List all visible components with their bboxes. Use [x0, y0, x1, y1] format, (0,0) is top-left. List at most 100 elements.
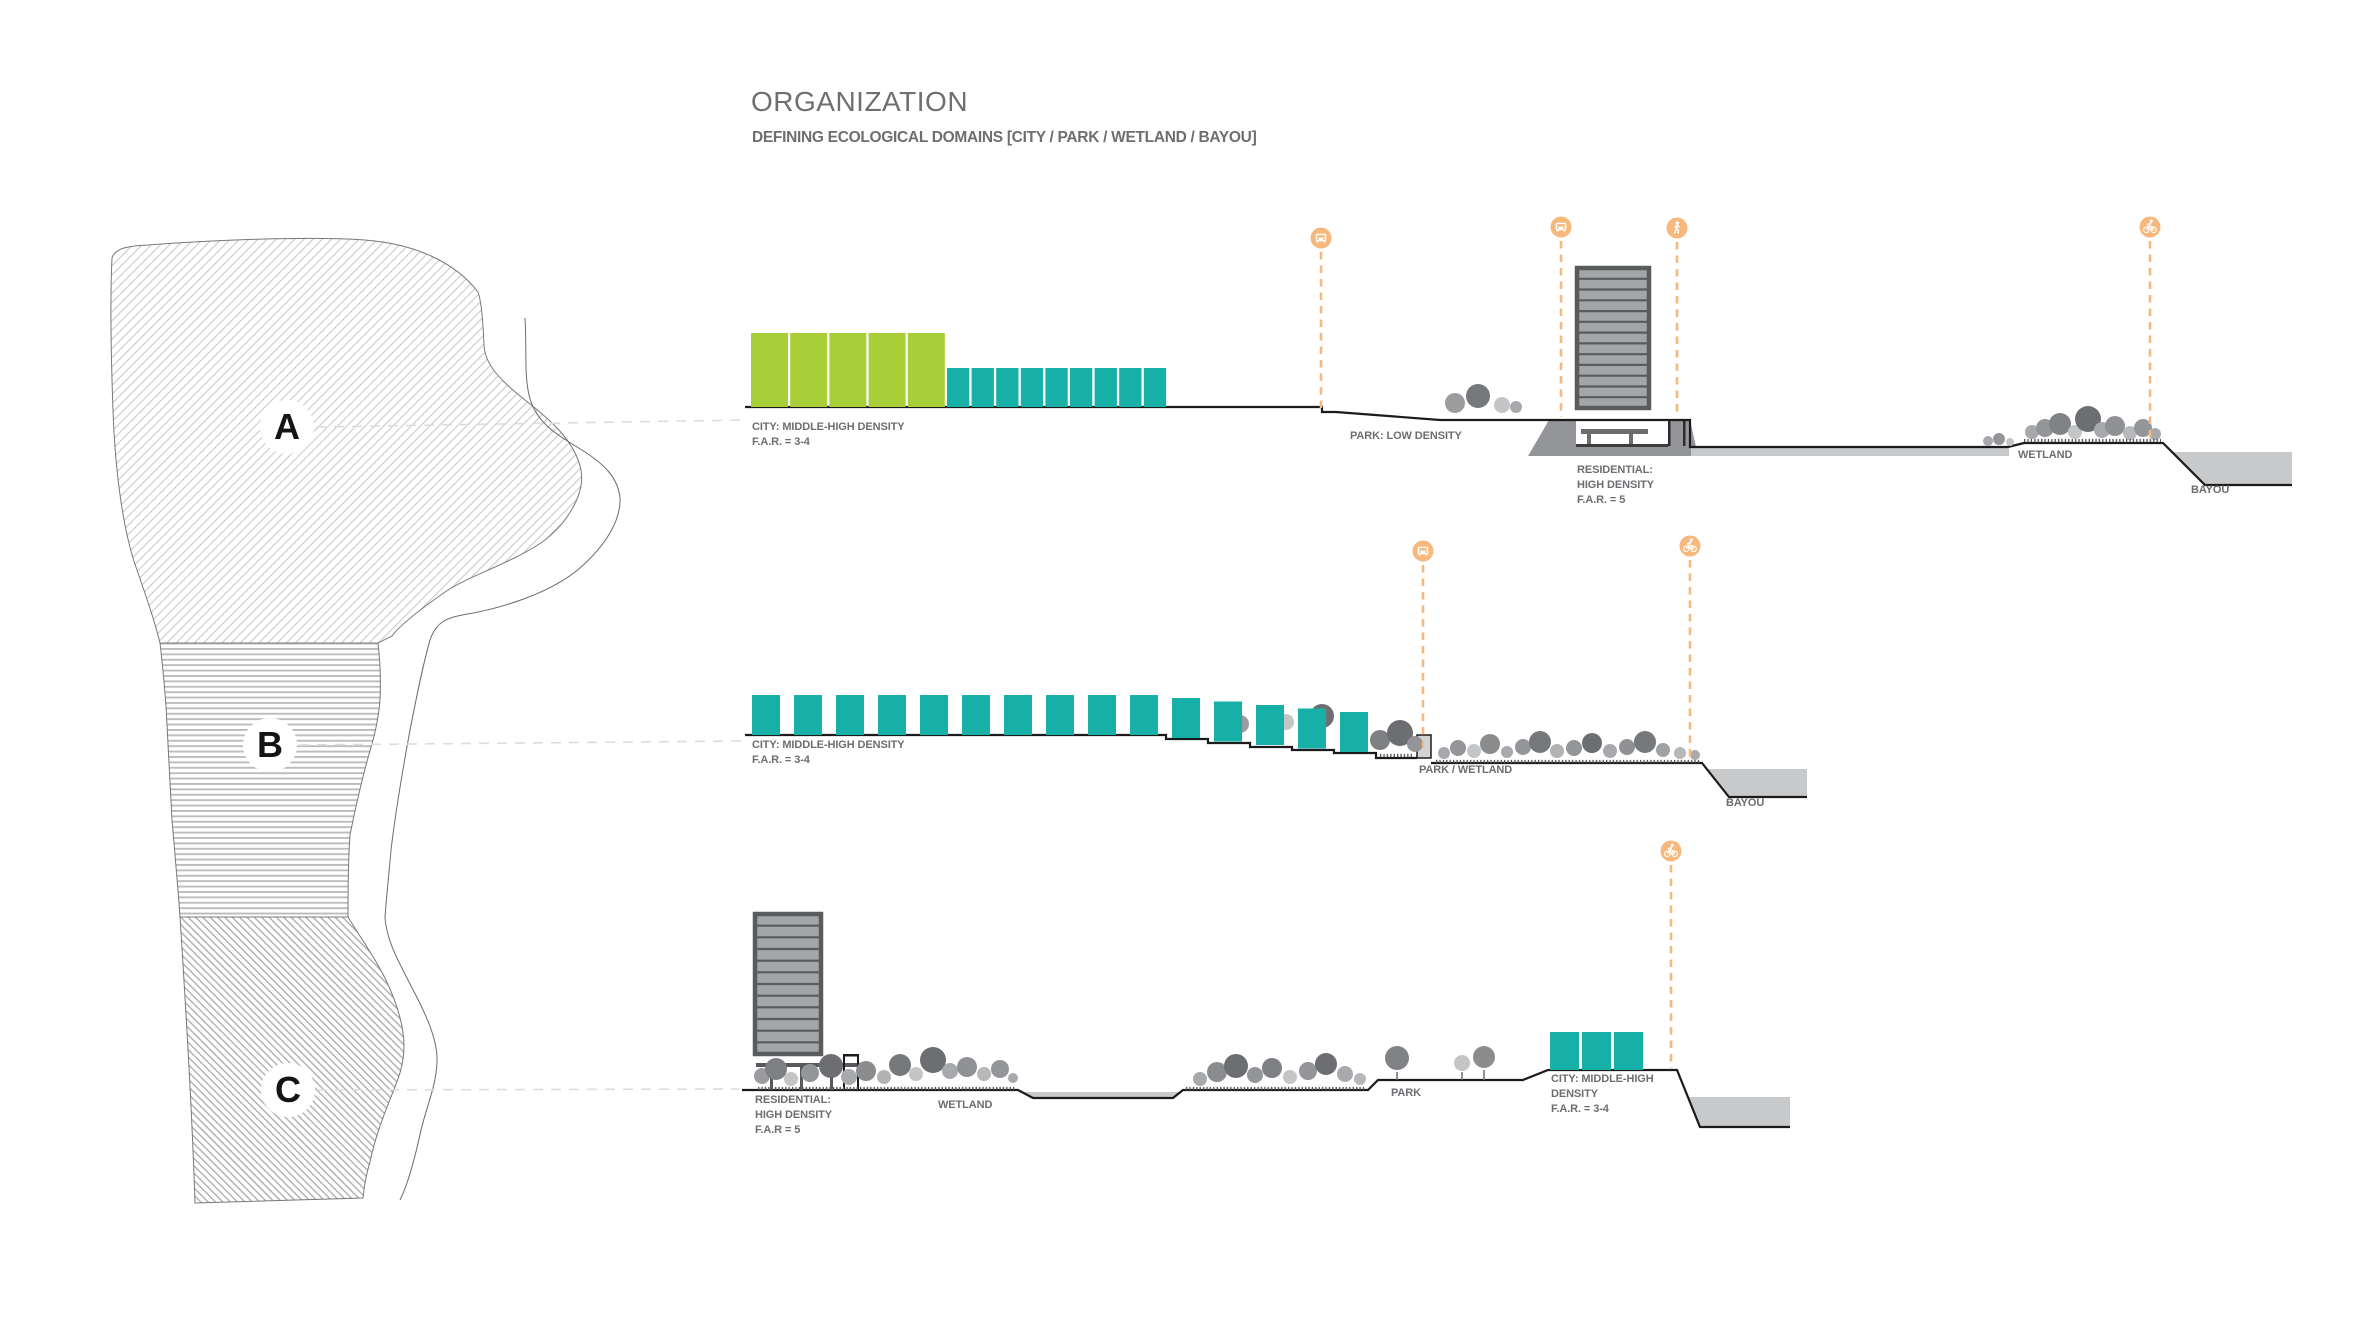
section-a-city-green-blocks	[829, 333, 867, 407]
bicycle-icon	[1679, 535, 1701, 557]
bicycle-icon	[1660, 840, 1682, 862]
label-c-city: CITY: MIDDLE-HIGH DENSITY F.A.R. = 3-4	[1551, 1073, 1654, 1115]
label-a-park: PARK: LOW DENSITY	[1350, 430, 1462, 442]
region-c-badge	[261, 1063, 315, 1117]
pedestrian-icon	[1666, 217, 1688, 239]
label-c-wetland: WETLAND	[938, 1099, 993, 1111]
section-a-city-teal-blocks	[971, 368, 994, 407]
section-b-city-teal-blocks	[962, 695, 990, 735]
section-a	[745, 216, 2292, 487]
bayou-water-c	[1688, 1097, 1790, 1127]
car-icon	[1310, 227, 1332, 249]
section-a-city-teal-blocks	[1070, 368, 1093, 407]
section-a-city-teal-blocks	[1020, 368, 1044, 407]
tree-cluster-mid-c	[1193, 1053, 1366, 1086]
region-a-badge	[260, 400, 314, 454]
map-region-b	[159, 642, 381, 918]
label-a-bayou: BAYOU	[2191, 484, 2230, 496]
residential-towers	[752, 265, 1652, 1057]
section-c-city-teal-blocks	[1614, 1032, 1643, 1070]
section-a-city-teal-blocks	[996, 368, 1019, 407]
section-b-city-teal-blocks	[752, 695, 780, 735]
section-a-city-teal-blocks	[1119, 368, 1142, 407]
section-a-city-teal-blocks	[1094, 368, 1117, 407]
section-a-city-green-blocks	[868, 333, 906, 407]
section-a-city-green-blocks	[790, 333, 828, 407]
podium-base-a	[1576, 444, 1668, 447]
map-region-a	[110, 237, 583, 644]
bayou-river-outline	[384, 317, 621, 1201]
ground-line-c	[742, 1068, 1790, 1129]
section-b-city-teal-blocks	[1088, 695, 1116, 735]
section-b-city-teal-blocks	[794, 695, 822, 735]
stair-core-line	[1668, 419, 1671, 446]
section-a-city-teal-blocks	[1045, 368, 1068, 407]
section-b-city-stepped-blocks	[1214, 701, 1242, 742]
label-a-residential: RESIDENTIAL: HIGH DENSITY F.A.R. = 5	[1577, 464, 1655, 506]
tree-cluster-wetland-c	[877, 1047, 1018, 1084]
section-b-city-teal-blocks	[1130, 695, 1158, 735]
car-icon	[1550, 216, 1572, 238]
city-building-blocks	[751, 333, 1643, 1070]
page-title: ORGANIZATION	[751, 86, 969, 117]
bayou-water-a	[2172, 452, 2292, 485]
bicycle-icon	[2139, 216, 2161, 238]
section-a-city-teal-blocks	[1143, 368, 1167, 407]
page-subtitle: DEFINING ECOLOGICAL DOMAINS [CITY / PARK…	[752, 129, 1257, 146]
section-c	[742, 840, 1790, 1129]
channel-water-c	[1022, 1092, 1181, 1098]
car-icon	[1412, 540, 1434, 562]
podium-leg	[1587, 434, 1591, 446]
podium-leg	[800, 1067, 803, 1090]
region-c-label: C	[275, 1069, 301, 1110]
label-a-wetland: WETLAND	[2018, 449, 2073, 461]
stair-core-line	[1683, 419, 1686, 446]
section-a-residential-tower	[1574, 265, 1652, 411]
region-a-label: A	[274, 406, 300, 447]
section-b-city-teal-blocks	[1004, 695, 1032, 735]
section-c-residential-tower	[752, 911, 824, 1057]
section-b-city-stepped-blocks	[1172, 698, 1200, 738]
stair-core-top	[843, 1054, 859, 1057]
site-plan-map	[110, 237, 746, 1204]
tree-cluster-wetland-a	[2025, 406, 2161, 440]
podium-slab-a	[1581, 429, 1648, 434]
section-b-city-stepped-blocks	[1298, 708, 1326, 749]
tree-cluster-park-a	[1445, 384, 1522, 413]
label-b-bayou: BAYOU	[1726, 797, 1765, 809]
tree-cluster-residential-c	[754, 1054, 876, 1086]
bayou-water-b	[1707, 769, 1807, 797]
park-trees-c	[1385, 1046, 1495, 1080]
region-b-label: B	[257, 724, 283, 765]
podium-leg	[1629, 434, 1633, 446]
section-connector-lines	[298, 419, 746, 1091]
section-b-city-stepped-blocks	[1340, 712, 1368, 752]
label-b-city: CITY: MIDDLE-HIGH DENSITY F.A.R. = 3-4	[752, 739, 905, 766]
transit-guide-lines-a	[1319, 241, 2152, 440]
levee-band-a	[1691, 447, 2009, 456]
region-b-badge	[243, 718, 297, 772]
podium-leg	[830, 1067, 833, 1090]
section-a-city-teal-blocks	[947, 368, 970, 407]
section-a-city-green-blocks	[907, 333, 945, 407]
map-region-c	[179, 916, 405, 1204]
label-a-city: CITY: MIDDLE-HIGH DENSITY F.A.R. = 3-4	[752, 421, 905, 448]
tree-cluster-wetland-b	[1438, 731, 1700, 760]
label-b-park-wetland: PARK / WETLAND	[1419, 764, 1513, 776]
transit-guide-lines-b	[1421, 560, 1692, 761]
section-b-city-teal-blocks	[1046, 695, 1074, 735]
label-c-residential: RESIDENTIAL: HIGH DENSITY F.A.R = 5	[755, 1094, 833, 1136]
section-b-city-stepped-blocks	[1256, 705, 1284, 745]
grass-wetland-b	[1380, 753, 1700, 764]
section-c-city-teal-blocks	[1582, 1032, 1611, 1070]
section-b-city-teal-blocks	[836, 695, 864, 735]
section-a-city-green-blocks	[751, 333, 788, 407]
shrubs-a	[1983, 433, 2014, 446]
label-c-park: PARK	[1391, 1087, 1421, 1099]
ground-line-a	[745, 405, 2292, 487]
section-b-city-teal-blocks	[920, 695, 948, 735]
section-b-city-teal-blocks	[878, 695, 906, 735]
section-c-city-teal-blocks	[1550, 1032, 1579, 1070]
